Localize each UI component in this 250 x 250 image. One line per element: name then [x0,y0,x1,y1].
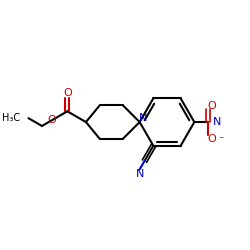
Text: O: O [208,134,216,144]
Text: ⁻: ⁻ [218,136,223,145]
Text: N: N [138,113,147,123]
Text: O: O [47,115,56,125]
Text: O: O [63,88,72,98]
Text: O: O [208,102,216,112]
Text: H₃C: H₃C [2,113,21,123]
Text: N: N [213,117,221,127]
Text: N: N [136,169,144,179]
